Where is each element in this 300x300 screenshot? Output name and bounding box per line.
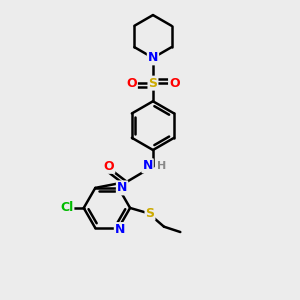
Text: H: H [157, 161, 166, 171]
Text: O: O [169, 76, 180, 90]
Text: N: N [148, 51, 158, 64]
Text: N: N [115, 223, 125, 236]
Text: S: S [148, 76, 158, 90]
Text: S: S [146, 207, 154, 220]
Text: N: N [142, 159, 153, 172]
Text: O: O [126, 76, 137, 90]
Text: O: O [104, 160, 114, 173]
Text: N: N [117, 182, 127, 194]
Text: Cl: Cl [60, 202, 74, 214]
